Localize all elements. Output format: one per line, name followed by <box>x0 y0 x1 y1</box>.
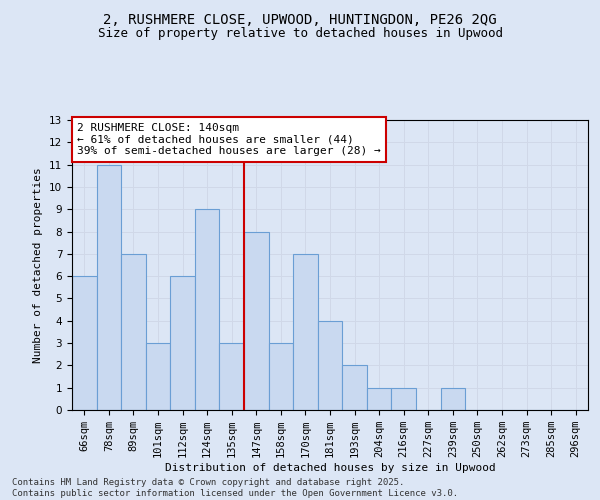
Bar <box>367 388 391 410</box>
Bar <box>72 276 97 410</box>
Bar <box>342 366 367 410</box>
Bar <box>244 232 269 410</box>
Bar <box>121 254 146 410</box>
Bar <box>293 254 318 410</box>
Bar <box>170 276 195 410</box>
Bar <box>318 321 342 410</box>
Text: Contains HM Land Registry data © Crown copyright and database right 2025.
Contai: Contains HM Land Registry data © Crown c… <box>12 478 458 498</box>
Text: Size of property relative to detached houses in Upwood: Size of property relative to detached ho… <box>97 28 503 40</box>
Y-axis label: Number of detached properties: Number of detached properties <box>34 167 43 363</box>
Bar <box>391 388 416 410</box>
Bar <box>269 343 293 410</box>
Text: 2 RUSHMERE CLOSE: 140sqm
← 61% of detached houses are smaller (44)
39% of semi-d: 2 RUSHMERE CLOSE: 140sqm ← 61% of detach… <box>77 123 381 156</box>
Bar <box>97 164 121 410</box>
Text: 2, RUSHMERE CLOSE, UPWOOD, HUNTINGDON, PE26 2QG: 2, RUSHMERE CLOSE, UPWOOD, HUNTINGDON, P… <box>103 12 497 26</box>
Bar <box>440 388 465 410</box>
Bar <box>220 343 244 410</box>
X-axis label: Distribution of detached houses by size in Upwood: Distribution of detached houses by size … <box>164 463 496 473</box>
Bar <box>146 343 170 410</box>
Bar <box>195 209 220 410</box>
